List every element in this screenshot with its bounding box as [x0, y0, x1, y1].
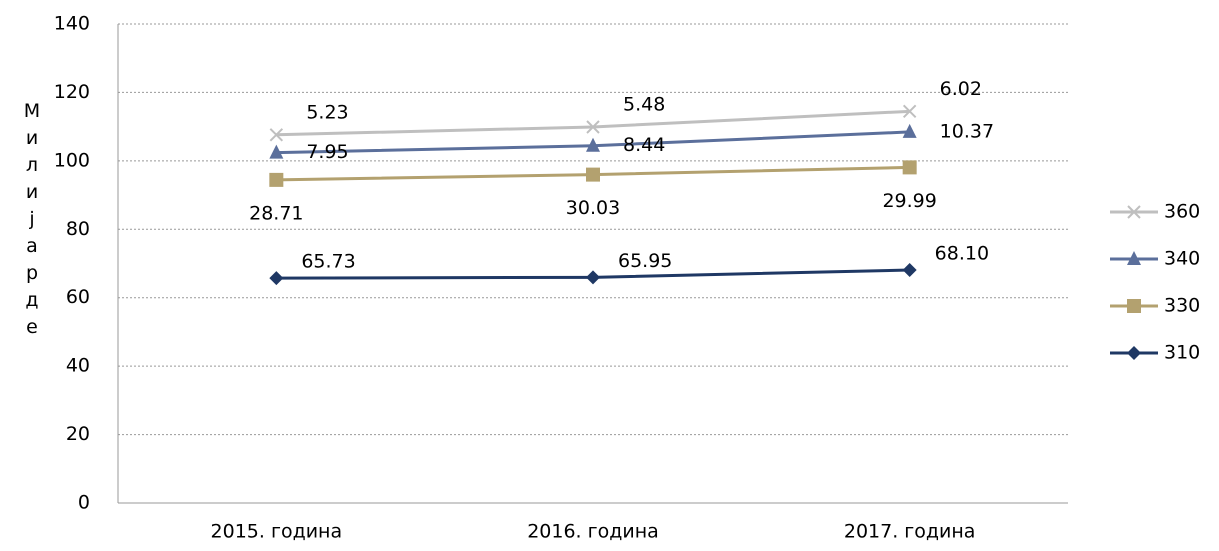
- marker: [902, 104, 917, 119]
- legend-marker: [1127, 205, 1141, 219]
- marker: [269, 128, 284, 142]
- legend-label: 340: [1164, 248, 1200, 270]
- data-label: 5.48: [623, 93, 665, 115]
- y-tick-label: 140: [54, 13, 90, 35]
- x-tick-label: 2016. година: [527, 521, 659, 543]
- legend-marker: [1127, 346, 1141, 360]
- data-label: 29.99: [882, 190, 936, 212]
- y-tick-label: 100: [54, 149, 90, 171]
- y-tick-label: 0: [78, 492, 90, 514]
- marker: [269, 172, 284, 187]
- marker: [586, 120, 600, 134]
- data-label: 5.23: [306, 101, 348, 123]
- data-label: 7.95: [306, 141, 348, 163]
- data-label: 28.71: [249, 202, 303, 224]
- legend-marker: [1127, 251, 1141, 265]
- marker: [586, 270, 600, 285]
- y-axis-label: Милијарде: [21, 100, 43, 343]
- marker: [586, 167, 600, 182]
- data-label: 30.03: [566, 197, 620, 219]
- y-tick-label: 20: [66, 423, 90, 445]
- marker: [269, 144, 284, 159]
- legend-marker: [1127, 299, 1141, 313]
- y-tick-label: 60: [66, 286, 90, 308]
- legend-label: 360: [1164, 201, 1200, 223]
- data-label: 10.37: [940, 120, 994, 142]
- x-tick-label: 2017. година: [844, 521, 976, 543]
- data-label: 65.95: [618, 250, 672, 272]
- line: [276, 109, 910, 137]
- data-label: 6.02: [940, 78, 982, 100]
- marker: [902, 123, 917, 138]
- data-label: 8.44: [623, 134, 665, 156]
- legend-label: 330: [1164, 295, 1200, 317]
- x-tick-label: 2015. година: [211, 521, 343, 543]
- y-tick-label: 120: [54, 81, 90, 103]
- marker: [586, 137, 600, 152]
- marker: [269, 271, 284, 286]
- data-label: 65.73: [301, 251, 355, 273]
- y-tick-label: 40: [66, 355, 90, 377]
- marker: [902, 160, 917, 175]
- y-tick-label: 80: [66, 218, 90, 240]
- marker: [902, 263, 917, 278]
- data-label: 68.10: [935, 243, 989, 265]
- legend-label: 310: [1164, 342, 1200, 364]
